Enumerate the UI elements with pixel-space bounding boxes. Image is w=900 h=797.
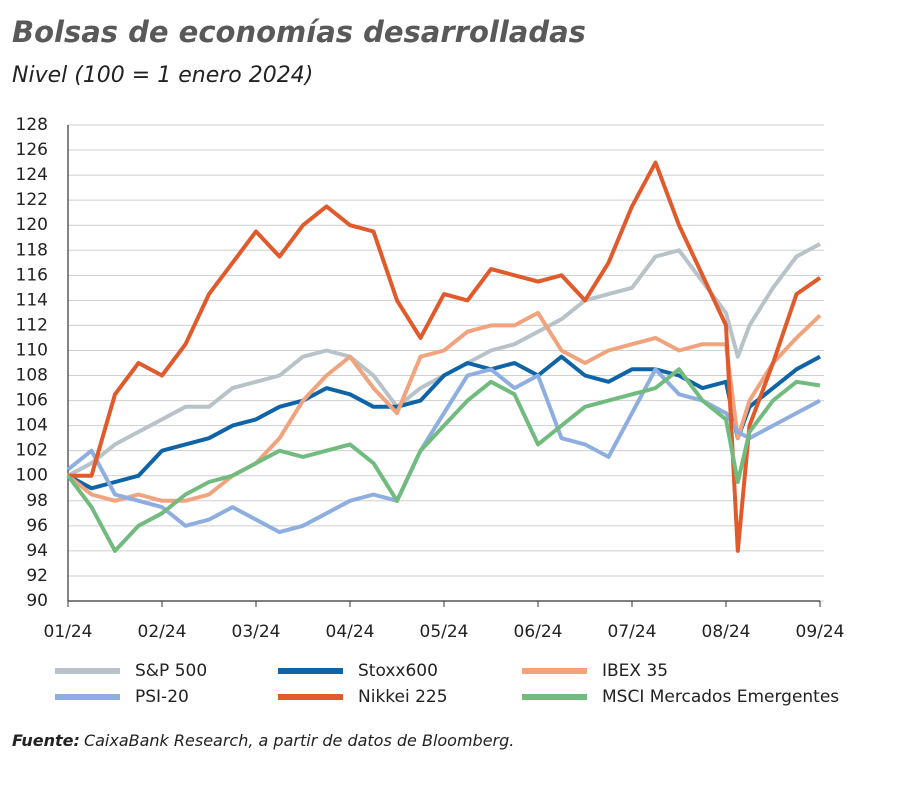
y-tick-label: 106 [16, 391, 48, 411]
x-tick-label: 01/24 [44, 622, 93, 642]
series-line [67, 354, 821, 491]
y-tick-label: 94 [26, 541, 48, 561]
y-tick-label: 96 [26, 516, 48, 536]
y-tick-label: 118 [16, 240, 48, 260]
series-line [66, 367, 821, 553]
y-tick-label: 92 [26, 566, 48, 586]
y-tick-label: 100 [16, 466, 48, 486]
y-tick-label: 110 [16, 340, 48, 360]
y-tick-label: 108 [16, 366, 48, 386]
series-line [67, 242, 821, 478]
legend-label: IBEX 35 [602, 661, 668, 681]
x-tick-label: 03/24 [232, 622, 281, 642]
series-line [68, 160, 822, 553]
y-tick-label: 90 [26, 591, 48, 611]
y-tick-label: 104 [16, 416, 48, 436]
y-tick-label: 122 [16, 190, 48, 210]
source-text: CaixaBank Research, a partir de datos de… [84, 731, 514, 750]
y-tick-label: 126 [16, 140, 48, 160]
series-line [66, 367, 821, 535]
x-tick-label: 07/24 [608, 622, 657, 642]
x-tick-label: 09/24 [796, 622, 845, 642]
x-tick-label: 08/24 [702, 622, 751, 642]
chart-subtitle: Nivel (100 = 1 enero 2024) [12, 63, 313, 88]
legend-label: S&P 500 [135, 661, 207, 681]
legend-label: Stoxx600 [358, 661, 438, 681]
source: Fuente: CaixaBank Research, a partir de d… [12, 731, 514, 750]
legend-label: Nikkei 225 [358, 687, 448, 707]
y-tick-label: 114 [16, 290, 48, 310]
legend-label: MSCI Mercados Emergentes [602, 687, 839, 707]
source-label: Fuente: [12, 731, 80, 750]
x-tick-label: 04/24 [326, 622, 375, 642]
y-tick-label: 102 [16, 441, 48, 461]
series-line [66, 310, 822, 503]
y-tick-label: 124 [16, 165, 48, 185]
y-tick-label: 98 [26, 491, 48, 511]
y-tick-label: 112 [16, 315, 48, 335]
x-tick-label: 05/24 [420, 622, 469, 642]
x-tick-label: 06/24 [514, 622, 563, 642]
x-tick-label: 02/24 [138, 622, 187, 642]
y-tick-label: 128 [16, 115, 48, 135]
chart-title: Bolsas de economías desarrolladas [12, 15, 586, 49]
legend-label: PSI-20 [135, 687, 189, 707]
y-tick-label: 120 [16, 215, 48, 235]
y-tick-label: 116 [16, 265, 48, 285]
